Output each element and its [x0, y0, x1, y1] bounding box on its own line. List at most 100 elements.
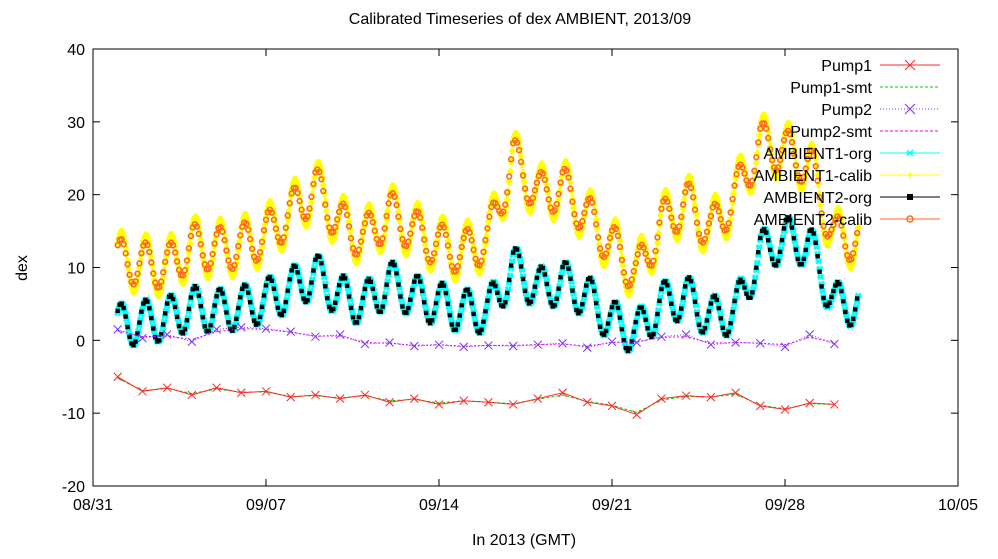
ambient2-calib-point	[626, 281, 633, 289]
pump1-point	[261, 386, 271, 396]
ambient2-org-point	[184, 318, 190, 323]
ambient2-org-point	[269, 278, 275, 284]
legend-label: AMBIENT1-calib	[754, 168, 872, 185]
ambient2-calib-point	[179, 272, 187, 279]
pump2-point	[434, 340, 444, 350]
ambient2-calib-point	[359, 228, 367, 235]
ambient2-calib-point	[183, 257, 191, 264]
ambient2-calib-point	[808, 147, 815, 154]
x-tick-label: 09/07	[246, 497, 286, 514]
ambient2-org-point	[827, 300, 832, 305]
ambient1-calib-point	[817, 200, 824, 209]
ambient2-org-point	[744, 291, 749, 296]
ambient2-org-point	[188, 295, 194, 300]
ambient2-calib-point	[502, 201, 509, 208]
ambient2-org-point	[495, 290, 500, 295]
pump1-point	[805, 398, 815, 408]
ambient2-org-point	[748, 295, 753, 300]
ambient2-org-point	[137, 320, 142, 325]
ambient2-calib-point	[654, 234, 661, 241]
pump1-point	[484, 397, 493, 407]
ambient2-org-point	[423, 310, 429, 316]
ambient2-calib-point	[395, 213, 402, 220]
pump2-point	[830, 339, 839, 349]
ambient2-calib-point	[486, 213, 493, 220]
ambient2-org-point	[726, 329, 731, 334]
ambient2-calib-point	[612, 225, 620, 233]
ambient2-calib-point	[254, 255, 262, 263]
ambient1-calib-point	[235, 245, 242, 254]
ambient2-org-point	[400, 304, 405, 309]
ambient2-calib-point	[569, 198, 576, 205]
ambient2-org-point	[453, 327, 459, 332]
ambient2-org-point	[756, 249, 761, 255]
ambient2-org-point	[469, 300, 474, 306]
ambient2-org-point	[236, 305, 241, 311]
ambient2-calib-point	[519, 172, 527, 179]
ambient2-calib-point	[207, 260, 214, 267]
ambient2-calib-point	[118, 236, 125, 243]
ambient2-calib-point	[381, 225, 388, 232]
ambient2-calib-point	[618, 256, 626, 264]
pump2-point	[731, 338, 740, 347]
ambient2-calib-point	[148, 259, 155, 266]
series-pump1	[113, 372, 839, 419]
ambient1-org-point	[508, 257, 516, 265]
ambient2-calib-point	[800, 173, 807, 181]
ambient2-org-point	[532, 284, 538, 289]
y-tick-label: 30	[67, 115, 85, 132]
ambient2-org-point	[603, 328, 609, 334]
ambient2-org-point	[592, 288, 597, 294]
ambient2-org-point	[702, 325, 708, 331]
ambient2-org-point	[758, 235, 763, 241]
x-axis-label: In 2013 (GMT)	[472, 532, 576, 549]
ambient2-calib-point	[515, 146, 523, 154]
pump2-point	[360, 339, 370, 349]
ambient2-org-point	[680, 295, 686, 300]
ambient2-org-point	[342, 276, 348, 281]
pump2-point	[286, 327, 296, 336]
pump2-point	[484, 341, 493, 350]
ambient2-calib-point	[790, 150, 798, 157]
ambient2-org-point	[358, 305, 364, 311]
ambient2-calib-point	[583, 201, 590, 209]
ambient2-org-point	[459, 302, 464, 308]
ambient2-org-point	[552, 302, 557, 308]
y-tick-label: 10	[67, 261, 85, 278]
ambient2-org-point	[319, 260, 324, 266]
ambient2-calib-point	[723, 226, 730, 233]
pump1-point	[731, 388, 740, 398]
pump1-line	[117, 376, 835, 416]
pump1-point	[187, 390, 197, 400]
ambient2-org-point	[271, 286, 277, 291]
ambient2-calib-point	[620, 269, 628, 276]
ambient2-org-point	[425, 318, 431, 323]
ambient2-org-point	[346, 294, 352, 299]
ambient2-org-point	[809, 227, 814, 232]
ambient2-org-point	[190, 287, 196, 292]
pump2-point	[508, 341, 518, 351]
ambient2-org-point	[593, 300, 599, 306]
ambient2-calib-point	[246, 235, 254, 243]
ambient1-calib-point	[347, 225, 354, 234]
ambient2-calib-point	[577, 223, 584, 231]
pump2-point	[582, 343, 592, 352]
ambient2-calib-point	[343, 211, 351, 219]
pump1-point	[558, 388, 567, 398]
ambient2-calib-point	[741, 170, 748, 177]
ambient2-org-point	[639, 305, 644, 310]
ambient2-org-point	[406, 305, 411, 311]
x-tick-label: 09/28	[765, 497, 805, 514]
ambient2-calib-point	[838, 222, 845, 229]
ambient2-org-point	[333, 300, 338, 305]
ambient2-calib-point	[243, 220, 250, 227]
pump2-point	[558, 338, 567, 348]
ambient2-org-point	[317, 254, 322, 260]
ambient2-calib-point	[677, 213, 685, 221]
ambient2-calib-point	[658, 205, 665, 213]
pump1-point	[212, 383, 221, 393]
ambient1-calib-point	[486, 208, 493, 217]
ambient1-calib-point	[383, 215, 390, 224]
ambient2-org-point	[554, 296, 559, 301]
ambient1-calib-point	[680, 204, 687, 213]
